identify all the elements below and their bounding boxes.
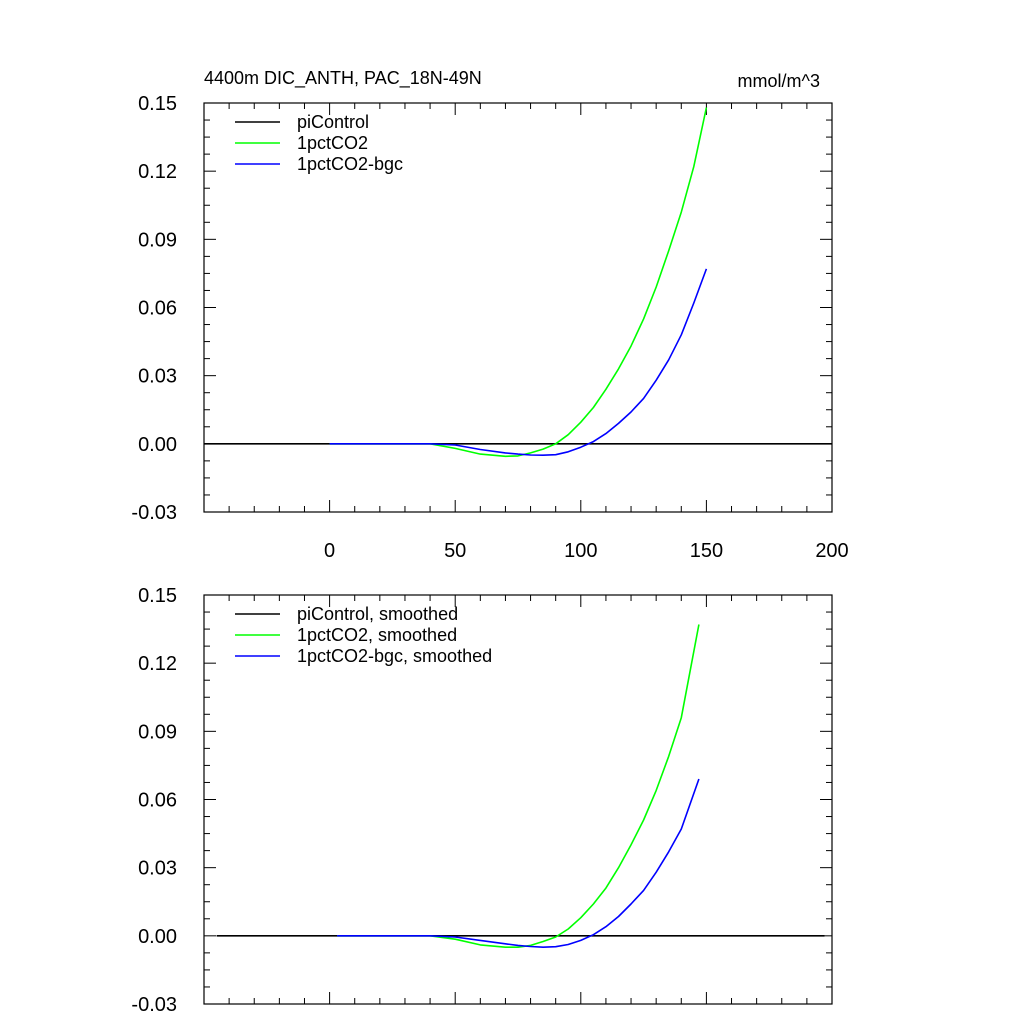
- series-line-2: [337, 624, 700, 949]
- chart-panel-1: 0 50 100 150 200 -0.03 0.00 0.03 0.06 0.09 0.12 0.1…: [131, 68, 848, 562]
- y-tick-label: -0.03: [131, 994, 177, 1016]
- y-tick-label: 0.09: [138, 721, 177, 743]
- y-tick-label: 0.06: [138, 790, 177, 812]
- legend-label: 1pctCO2: [297, 133, 368, 153]
- y-tick-label: 0.06: [138, 298, 177, 320]
- y-tick-label: 0.12: [138, 653, 177, 675]
- y-tick-label: 0.03: [138, 858, 177, 880]
- x-tick-label: 0: [324, 540, 335, 562]
- chart-panel-2: -0.03 0.00 0.03 0.06 0.09 0.12 0.15 piControl, …: [131, 585, 833, 1016]
- x-tick-label: 50: [444, 540, 466, 562]
- legend-label: piControl, smoothed: [297, 604, 458, 624]
- series-line-2: [329, 107, 708, 458]
- series-line-3: [337, 778, 700, 949]
- units-label: mmol/m^3: [738, 71, 820, 91]
- y-tick-label: 0.00: [138, 926, 177, 948]
- legend-label: 1pctCO2-bgc, smoothed: [297, 646, 492, 666]
- series-line-3: [329, 268, 708, 457]
- y-tick-label: 0.00: [138, 434, 177, 456]
- y-tick-label: 0.09: [138, 229, 177, 251]
- y-tick-label: 0.15: [138, 93, 177, 115]
- legend-label: piControl: [297, 112, 369, 132]
- legend-label: 1pctCO2, smoothed: [297, 625, 457, 645]
- y-tick-label: 0.15: [138, 585, 177, 607]
- y-tick-label: 0.12: [138, 161, 177, 183]
- x-tick-label: 100: [564, 540, 597, 562]
- x-tick-label: 200: [815, 540, 848, 562]
- chart-title: 4400m DIC_ANTH, PAC_18N-49N: [204, 68, 482, 89]
- y-tick-label: -0.03: [131, 502, 177, 524]
- y-tick-label: 0.03: [138, 366, 177, 388]
- x-tick-label: 150: [690, 540, 723, 562]
- legend-label: 1pctCO2-bgc: [297, 154, 403, 174]
